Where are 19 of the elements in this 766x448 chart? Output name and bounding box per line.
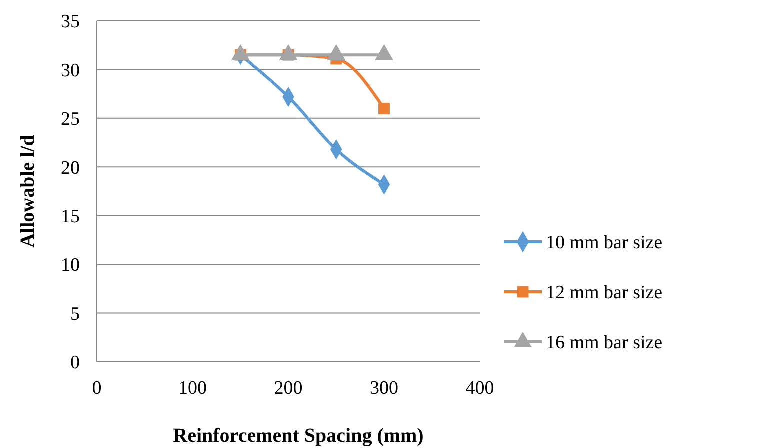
- y-tick-label: 20: [61, 158, 80, 179]
- y-axis-title: Allowable l/d: [17, 135, 39, 248]
- y-tick-label: 10: [61, 255, 80, 276]
- point: [378, 102, 390, 114]
- y-tick-label: 35: [61, 12, 80, 33]
- x-tick-label: 400: [466, 378, 494, 399]
- y-tick-label: 15: [61, 206, 80, 228]
- x-tick-label: 200: [274, 378, 303, 399]
- legend-label: 16 mm bar size: [546, 332, 663, 354]
- y-tick-label: 25: [61, 109, 80, 130]
- x-tick-label: 100: [178, 378, 207, 399]
- legend-label: 10 mm bar size: [546, 232, 663, 254]
- legend-label: 12 mm bar size: [546, 282, 663, 304]
- y-tick-label: 0: [70, 352, 80, 374]
- y-tick-label: 5: [70, 304, 80, 325]
- y-tick-label: 30: [61, 60, 80, 82]
- x-tick-label: 300: [370, 378, 398, 399]
- x-tick-label: 0: [92, 378, 102, 399]
- x-axis-title: Reinforcement Spacing (mm): [173, 425, 424, 447]
